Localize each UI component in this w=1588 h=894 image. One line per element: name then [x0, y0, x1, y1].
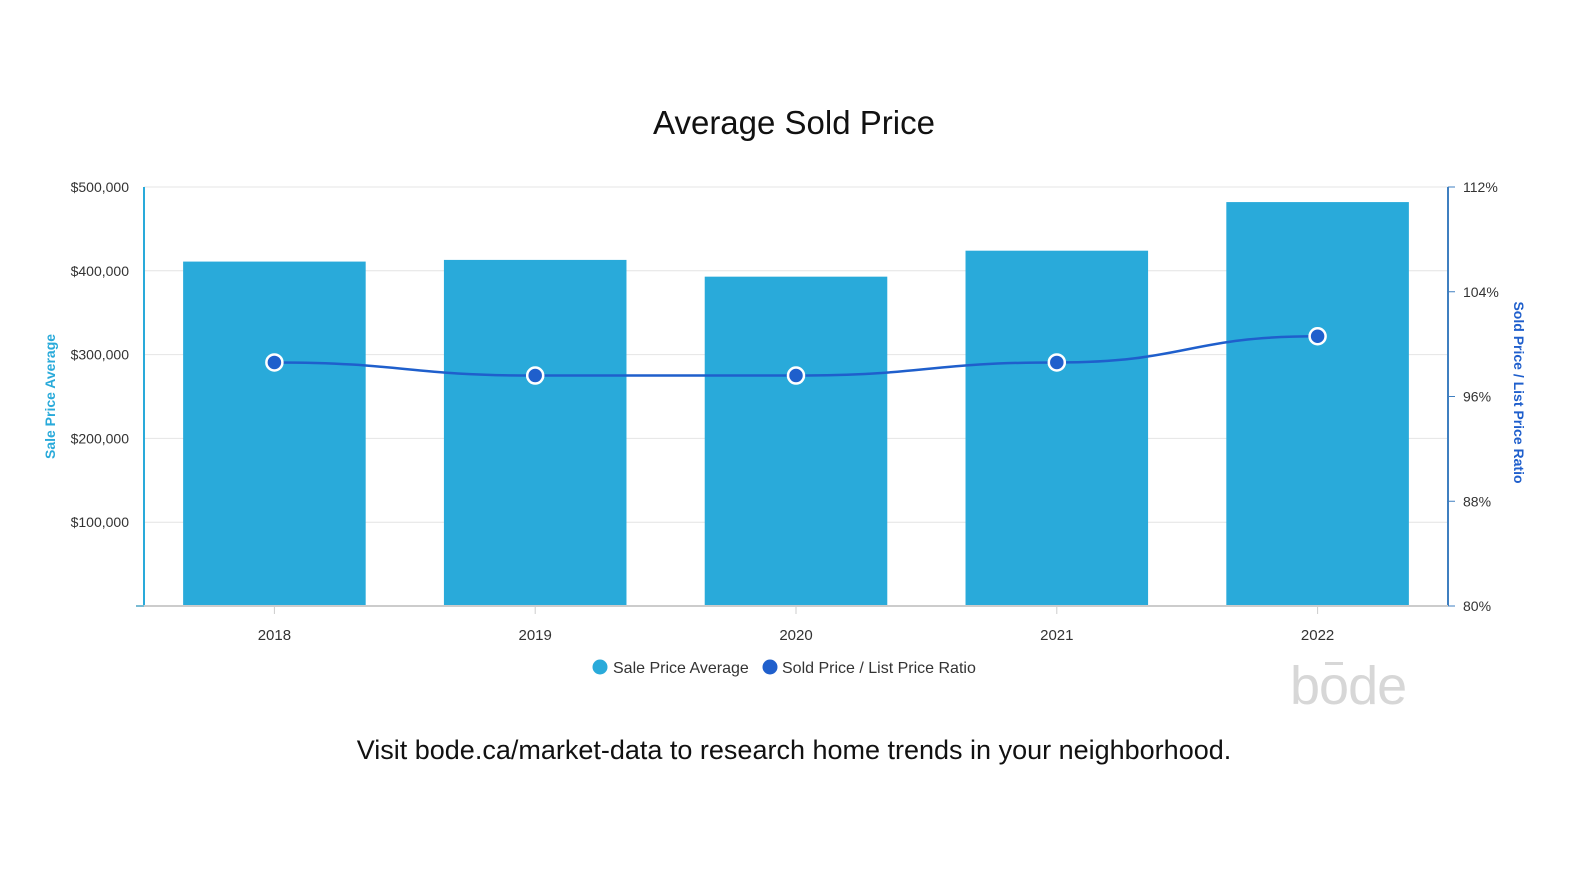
- legend-label-ratio: Sold Price / List Price Ratio: [782, 660, 976, 677]
- legend-layer: Sale Price Average Sold Price / List Pric…: [592, 659, 976, 677]
- brand-logo: bo de: [1290, 656, 1407, 716]
- bar-layer: [183, 202, 1409, 607]
- bar: [183, 261, 366, 606]
- y-axis-title: Sale Price Average: [42, 334, 58, 459]
- x-tick-label: 2020: [779, 627, 812, 644]
- y2-tick-label: 80%: [1463, 598, 1491, 614]
- x-tick-label: 2019: [519, 627, 552, 644]
- ratio-point: [786, 366, 806, 385]
- y-tick-label: $200,000: [71, 430, 130, 446]
- y2-tick-label: 88%: [1463, 493, 1491, 509]
- ratio-point: [265, 353, 284, 372]
- ratio-point: [1047, 353, 1067, 372]
- x-tick-label: 2018: [258, 627, 291, 644]
- label-layer: $100,000 $200,000 $300,000 $400,000 $500,000…: [42, 179, 1527, 644]
- y-tick-label: $500,000: [71, 179, 130, 195]
- y2-tick-label: 112%: [1463, 179, 1498, 195]
- y2-axis-title: Sold Price / List Price Ratio: [1511, 301, 1527, 483]
- axis-layer: [136, 186, 1455, 614]
- y-tick-label: $300,000: [71, 347, 130, 363]
- bar: [443, 259, 627, 606]
- legend-marker-ratio: [762, 659, 778, 675]
- y-tick-label: $400,000: [71, 263, 130, 279]
- y-tick-label: $100,000: [71, 514, 130, 530]
- footer-text: Visit bode.ca/market-data to research ho…: [356, 735, 1232, 765]
- y2-tick-label: 104%: [1463, 284, 1499, 300]
- bar: [965, 250, 1149, 607]
- chart-title: Average Sold Price: [653, 104, 935, 141]
- legend-label-sale-price: Sale Price Average: [613, 660, 749, 677]
- bar: [704, 276, 888, 606]
- bar: [1226, 202, 1409, 607]
- x-tick-label: 2021: [1040, 627, 1073, 644]
- legend-marker-sale-price: [592, 659, 608, 675]
- x-tick-label: 2022: [1301, 627, 1334, 644]
- line-layer: [265, 327, 1327, 385]
- ratio-point: [525, 366, 545, 385]
- ratio-point: [1308, 327, 1327, 346]
- y2-tick-label: 96%: [1463, 389, 1491, 405]
